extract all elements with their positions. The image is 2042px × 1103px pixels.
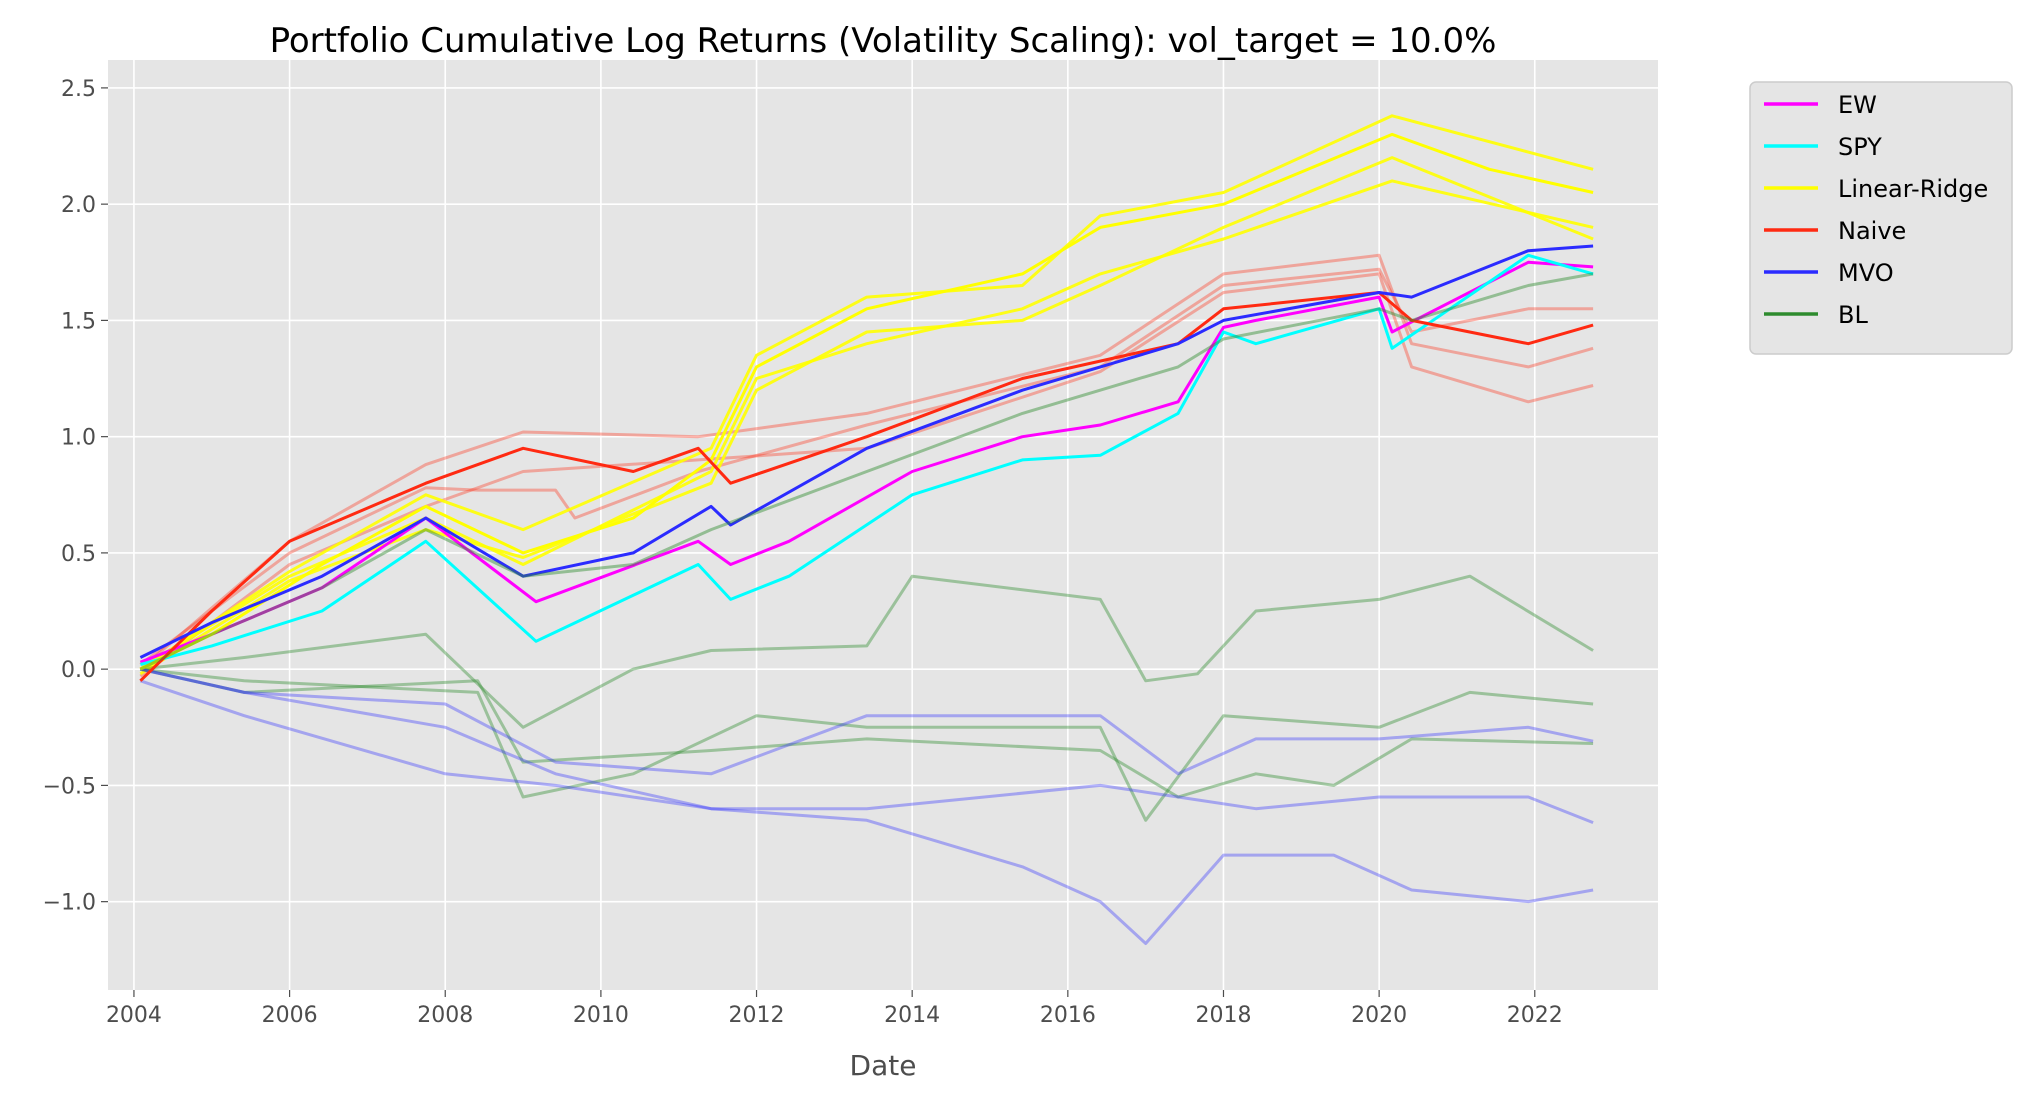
legend-label: MVO [1838,259,1894,287]
x-tick-label: 2006 [262,1003,318,1028]
series-line-secondary [139,272,1594,678]
x-tick-label: 2020 [1351,1003,1407,1028]
series-line-secondary [140,574,1594,729]
x-tick-label: 2004 [106,1003,162,1028]
x-axis: 2004 2006 2008 2010 2012 2014 2016 2018 2020 2022 [106,990,1563,1028]
legend-label: BL [1838,301,1868,329]
series-line-mvo [139,244,1594,659]
x-tick-label: 2018 [1195,1003,1251,1028]
legend-label: EW [1838,91,1877,119]
y-tick-label: 1.5 [61,309,96,334]
series-line-bl [139,272,1594,671]
y-tick-label: 2.5 [61,77,96,102]
y-tick-label: 1.0 [61,426,96,451]
series-layer [139,114,1594,945]
x-tick-label: 2010 [573,1003,629,1028]
series-line-secondary [139,679,1594,824]
series-line-naive [139,291,1594,682]
y-axis: 2.5 2.0 1.5 1.0 0.5 0.0 −0.5 −1.0 [43,77,108,916]
series-line-secondary [140,667,1594,799]
series-line-spy [140,253,1594,666]
x-tick-label: 2022 [1507,1003,1563,1028]
legend-label: Naive [1838,217,1906,245]
series-line-linear-ridge [139,132,1594,671]
series-line-secondary [140,667,1594,822]
y-tick-label: 0.0 [61,658,96,683]
series-line-secondary [139,253,1594,671]
legend-label: Linear-Ridge [1838,175,1988,203]
series-line-secondary [139,114,1594,671]
series-line-ew [139,260,1594,664]
x-tick-label: 2012 [729,1003,785,1028]
x-axis-label: Date [850,1049,917,1082]
series-line-secondary [140,667,1594,945]
series-line-secondary [139,156,1594,676]
y-tick-label: −0.5 [43,774,96,799]
grid [108,60,1658,990]
series-line-secondary [139,267,1594,666]
legend-label: SPY [1838,133,1882,161]
series-line-secondary [140,667,1594,776]
y-tick-label: 2.0 [61,193,96,218]
y-tick-label: −1.0 [43,891,96,916]
y-tick-label: 0.5 [61,542,96,567]
x-tick-label: 2008 [417,1003,473,1028]
plot-area [108,60,1658,990]
legend: EW SPY Linear-Ridge Naive MVO BL [1749,81,2013,355]
chart-title: Portfolio Cumulative Log Returns (Volati… [270,21,1497,61]
x-tick-label: 2014 [884,1003,940,1028]
legend-box [1749,81,2013,355]
x-tick-label: 2016 [1040,1003,1096,1028]
